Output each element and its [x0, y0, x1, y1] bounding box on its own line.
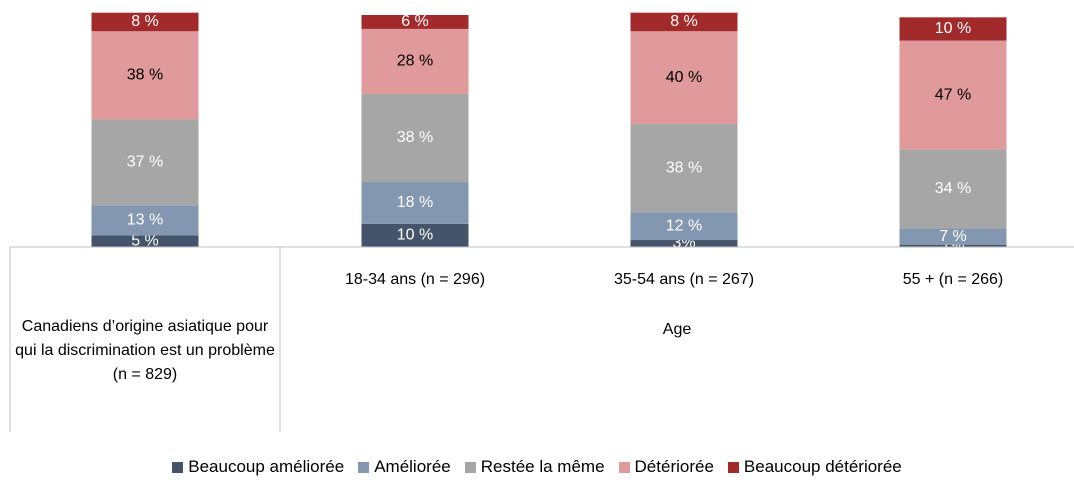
legend-swatch [172, 461, 184, 473]
data-label: 40 % [666, 69, 702, 86]
x-group-label: Age [662, 321, 692, 338]
data-label: 18 % [397, 194, 433, 211]
bar-segment [361, 223, 469, 247]
bar-segment [630, 31, 738, 125]
bar-segment [91, 12, 199, 32]
bar-segment [630, 240, 738, 247]
legend-swatch [358, 461, 370, 473]
data-label: 34 % [935, 180, 971, 197]
data-label: 6 % [401, 13, 429, 30]
bar-segment [91, 119, 199, 206]
x-tick-label: 35-54 ans (n = 267) [613, 271, 755, 288]
bar-segment [361, 93, 469, 183]
bar-segment [899, 40, 1007, 150]
legend-label: Restée la même [480, 457, 605, 476]
x-tick-label: Canadiens d’origine asiatique pour qui l… [15, 318, 275, 383]
legend-item: Améliorée [358, 457, 451, 477]
data-label: 47 % [935, 86, 971, 103]
bar-segment [630, 124, 738, 213]
bar-segment [361, 28, 469, 94]
bar-segment [630, 12, 738, 32]
bar-segment [91, 31, 199, 120]
legend-swatch [464, 461, 476, 473]
data-label: 38 % [127, 67, 163, 84]
bar-segment [91, 235, 199, 247]
legend-label: Beaucoup détériorée [743, 457, 902, 476]
legend-item: Restée la même [464, 457, 605, 477]
bar-segment [899, 149, 1007, 229]
data-label: 12 % [666, 217, 702, 234]
data-label: 37 % [127, 154, 163, 171]
data-label: 28 % [397, 53, 433, 70]
bar-segment [91, 205, 199, 236]
bar-segment [361, 182, 469, 224]
bar-segment [899, 17, 1007, 41]
legend-swatch [727, 461, 739, 473]
bar-segment [630, 212, 738, 241]
legend-label: Détériorée [634, 457, 714, 476]
data-label: 38 % [397, 129, 433, 146]
legend-item: Beaucoup améliorée [172, 457, 344, 477]
data-label: 8 % [670, 13, 698, 30]
legend-swatch [618, 461, 630, 473]
bar-segment [361, 15, 469, 29]
data-label: 7 % [939, 228, 967, 245]
data-label: 10 % [397, 227, 433, 244]
bar-segment [899, 244, 1007, 247]
legend: Beaucoup améliorée Améliorée Restée la mêm… [0, 457, 1074, 477]
data-label: 13 % [127, 212, 163, 229]
bar-segment [899, 228, 1007, 245]
x-tick-label: 55 + (n = 266) [902, 271, 1004, 288]
legend-label: Beaucoup améliorée [188, 457, 345, 476]
data-label: 10 % [935, 20, 971, 37]
data-label: 5 % [131, 232, 159, 249]
data-label: 38 % [666, 159, 702, 176]
legend-item: Beaucoup détériorée [727, 457, 902, 477]
data-label: 8 % [131, 13, 159, 30]
legend-label: Améliorée [374, 457, 451, 476]
legend-item: Détériorée [618, 457, 714, 477]
x-tick-label: 18-34 ans (n = 296) [344, 271, 486, 288]
